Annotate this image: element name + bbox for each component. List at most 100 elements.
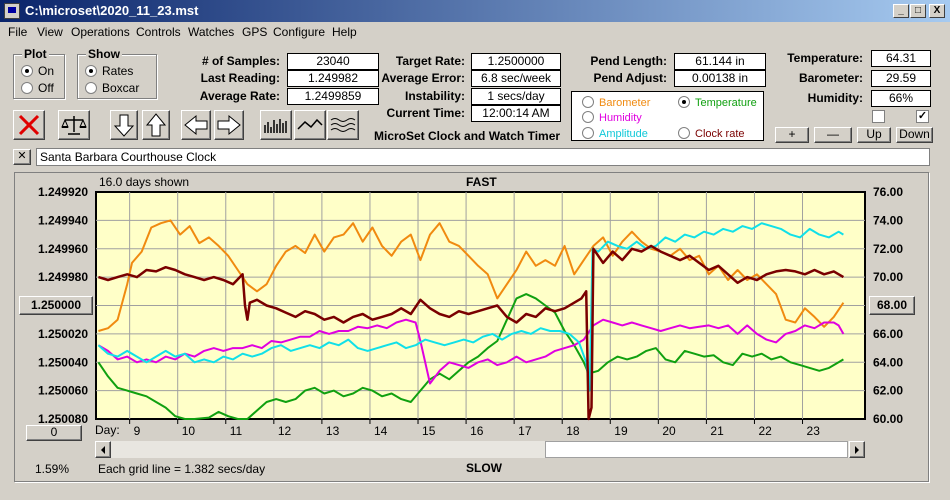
show-group-title: Show (86, 47, 122, 61)
pend-adjust-label: Pend Adjust: (593, 71, 667, 85)
y-right-tick-label: 60.00 (873, 412, 903, 426)
x-tick-label: 19 (614, 424, 628, 438)
temperature-radio[interactable]: Temperature (678, 94, 757, 110)
maximize-button[interactable]: □ (910, 4, 926, 18)
x-tick-label: 14 (374, 424, 388, 438)
zero-button[interactable]: 0 (26, 425, 82, 441)
red-x-icon (18, 114, 40, 136)
y-left-tick-label: 1.249920 (38, 185, 88, 199)
menu-watches[interactable]: Watches (188, 25, 235, 39)
x-tick-label: 12 (278, 424, 292, 438)
radio-unchecked-icon (582, 96, 594, 108)
day-axis-label: Day: (95, 423, 120, 437)
right-axis-center-button[interactable]: 68.00 (869, 296, 915, 315)
y-right-tick-label: 76.00 (873, 185, 903, 199)
target-rate-field[interactable]: 1.2500000 (471, 53, 561, 70)
left-axis-center-button[interactable]: 1.250000 (19, 296, 93, 315)
humidity-option-label: Humidity (599, 112, 642, 124)
grid-note: Each grid line = 1.382 secs/day (98, 462, 266, 476)
x-tick-label: 17 (518, 424, 532, 438)
x-tick-label: 15 (422, 424, 436, 438)
days-shown-label: 16.0 days shown (99, 175, 190, 189)
pend-length-label: Pend Length: (590, 54, 667, 68)
menu-bar: File View Operations Controls Watches GP… (0, 22, 950, 42)
scales-icon (61, 116, 87, 135)
app-icon (4, 3, 20, 19)
clear-name-button[interactable]: ✕ (13, 149, 31, 165)
humidity-field: 66% (871, 90, 931, 107)
env-checkbox-1[interactable] (872, 110, 885, 123)
scroll-thumb[interactable] (545, 441, 848, 458)
y-right-tick-label: 72.00 (873, 242, 903, 256)
scroll-left-button[interactable] (95, 441, 111, 458)
minimize-button[interactable]: _ (893, 4, 909, 18)
x-tick-label: 9 (134, 424, 141, 438)
arrow-left-button[interactable] (181, 110, 211, 140)
slow-label: SLOW (466, 461, 502, 475)
arrow-up-button[interactable] (142, 110, 170, 140)
arrow-right-icon (217, 114, 241, 136)
plot-off-radio[interactable]: Off (21, 80, 54, 96)
line-plot-button[interactable] (294, 110, 326, 140)
plot-off-label: Off (38, 81, 54, 95)
scroll-right-button[interactable] (849, 441, 865, 458)
menu-gps[interactable]: GPS (242, 25, 268, 39)
minus-button[interactable]: — (814, 127, 852, 143)
y-left-tick-label: 1.250020 (38, 327, 88, 341)
env-checkbox-2[interactable]: ✓ (916, 110, 929, 123)
show-rates-radio[interactable]: Rates (85, 63, 133, 79)
temperature-field: 64.31 (871, 50, 931, 67)
radio-checked-icon (85, 65, 97, 77)
smooth-plot-button[interactable] (327, 110, 359, 140)
arrow-down-button[interactable] (110, 110, 138, 140)
stop-button[interactable] (13, 110, 45, 140)
radio-unchecked-icon (582, 127, 594, 139)
menu-view[interactable]: View (37, 25, 63, 39)
up-button[interactable]: Up (857, 127, 891, 143)
series-line-amplitude (97, 222, 844, 392)
show-boxcar-radio[interactable]: Boxcar (85, 80, 139, 96)
menu-operations[interactable]: Operations (71, 25, 130, 39)
arrow-left-icon (184, 114, 208, 136)
radio-unchecked-icon (582, 111, 594, 123)
menu-help[interactable]: Help (332, 25, 357, 39)
horizontal-scrollbar[interactable] (95, 441, 865, 458)
arrow-right-button[interactable] (214, 110, 244, 140)
y-right-tick-label: 62.00 (873, 384, 903, 398)
plus-button[interactable]: + (775, 127, 809, 143)
show-group: Show Rates Boxcar (77, 47, 157, 99)
plot-group-title: Plot (22, 47, 49, 61)
down-button[interactable]: Down (896, 127, 933, 143)
samples-field: 23040 (287, 53, 379, 70)
humidity-radio[interactable]: Humidity (582, 109, 642, 125)
histogram-button[interactable] (260, 110, 292, 140)
radio-checked-icon (21, 65, 33, 77)
barometer-field: 29.59 (871, 70, 931, 87)
menu-controls[interactable]: Controls (136, 25, 181, 39)
plot-on-radio[interactable]: On (21, 63, 54, 79)
amplitude-radio[interactable]: Amplitude (582, 125, 648, 141)
balance-button[interactable] (58, 110, 90, 140)
clock-name-field[interactable]: Santa Barbara Courthouse Clock (36, 148, 930, 166)
barometer-radio[interactable]: Barometer (582, 94, 650, 110)
average-rate-field: 1.2499859 (287, 88, 379, 105)
waves-icon (330, 118, 356, 132)
y-right-tick-label: 66.00 (873, 327, 903, 341)
title-bar: C:\microset\2020_11_23.mst _ □ X (0, 0, 950, 22)
menu-configure[interactable]: Configure (273, 25, 326, 39)
barometer-option-label: Barometer (599, 97, 651, 109)
menu-file[interactable]: File (8, 25, 28, 39)
current-time-field: 12:00:14 AM (471, 105, 561, 122)
temperature-option-label: Temperature (695, 97, 757, 109)
clock-rate-radio[interactable]: Clock rate (678, 125, 745, 141)
last-reading-field: 1.249982 (287, 70, 379, 87)
humidity-label: Humidity: (807, 91, 863, 105)
pend-length-field[interactable]: 61.144 in (674, 53, 766, 70)
x-tick-label: 21 (710, 424, 724, 438)
series-line-temperature (97, 293, 844, 420)
triangle-right-icon (855, 446, 859, 454)
percent-label: 1.59% (35, 462, 70, 476)
y-left-tick-label: 1.250040 (38, 355, 88, 369)
close-button[interactable]: X (929, 4, 945, 18)
